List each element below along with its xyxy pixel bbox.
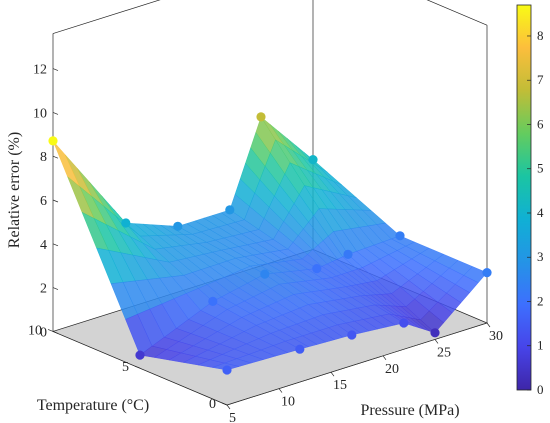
error-surface	[52, 116, 488, 371]
x-tick-mark	[382, 355, 387, 361]
z-tick-mark	[52, 243, 59, 247]
data-point	[395, 231, 405, 241]
data-point	[347, 330, 357, 340]
x-tick-label: 30	[489, 329, 503, 344]
data-point	[208, 296, 218, 306]
z-tick-label: 10	[33, 106, 47, 121]
x-tick-label: 20	[385, 362, 399, 377]
data-point	[308, 155, 318, 165]
colorbar-tick-label: 0	[537, 382, 544, 397]
box-edge	[426, 0, 488, 26]
y-axis-label: Temperature (°C)	[37, 397, 149, 414]
y-tick-mark	[134, 365, 141, 369]
z-tick-label: 8	[40, 150, 47, 165]
data-point	[135, 350, 145, 360]
data-point	[343, 249, 353, 259]
y-tick-mark	[221, 402, 228, 406]
colorbar-tick-label: 3	[537, 249, 544, 264]
data-markers	[48, 112, 492, 375]
colorbar-tick-label: 5	[537, 161, 544, 176]
data-point	[399, 318, 409, 328]
colorbar-gradient	[516, 4, 532, 391]
x-tick-label: 5	[229, 411, 236, 423]
x-tick-mark	[486, 322, 491, 328]
box-edge	[52, 0, 161, 34]
z-tick-mark	[52, 155, 59, 159]
y-tick-mark	[47, 329, 54, 332]
z-tick-label: 4	[40, 238, 47, 253]
data-point	[312, 264, 322, 274]
colorbar-tick-label: 4	[537, 205, 544, 220]
colorbar-tick-label: 6	[537, 116, 544, 131]
data-point	[430, 328, 440, 338]
y-tick-label: 5	[122, 360, 129, 375]
colorbar: 0 1 2 3 4 5 6 7 8	[516, 4, 544, 397]
data-point	[173, 221, 183, 231]
x-tick-mark	[330, 371, 335, 377]
data-point	[222, 365, 232, 375]
colorbar-tick-label: 8	[537, 28, 544, 43]
z-tick-label: 6	[40, 194, 47, 209]
z-tick-mark	[52, 68, 59, 71]
data-point	[48, 136, 58, 146]
x-tick-mark	[434, 339, 439, 344]
axis-ticks: 0 2 4 6 8 10 12 0 5 10 5 10 15 20 25 30	[28, 63, 503, 423]
z-tick-mark	[52, 112, 59, 115]
colorbar-tick-label: 7	[537, 72, 544, 87]
data-point	[121, 218, 131, 228]
x-tick-mark	[226, 404, 231, 410]
z-tick-mark	[52, 287, 59, 290]
x-tick-label: 15	[333, 378, 347, 393]
surface-patch	[52, 140, 80, 187]
x-tick-label: 10	[281, 395, 295, 410]
z-tick-mark	[52, 199, 59, 203]
z-axis-label: Relative error (%)	[6, 132, 23, 248]
z-tick-label: 0	[40, 325, 47, 340]
data-point	[295, 344, 305, 354]
data-point	[256, 112, 266, 122]
colorbar-tick-label: 2	[537, 293, 544, 308]
z-tick-label: 12	[33, 63, 47, 78]
x-tick-label: 25	[437, 345, 451, 360]
y-tick-label: 0	[209, 397, 216, 412]
data-point	[482, 268, 492, 278]
colorbar-ticks: 0 1 2 3 4 5 6 7 8	[527, 28, 544, 397]
colorbar-tick-label: 1	[537, 338, 544, 353]
x-tick-mark	[278, 388, 283, 393]
data-point	[225, 205, 235, 215]
data-point	[260, 269, 270, 279]
x-axis-label: Pressure (MPa)	[360, 402, 459, 419]
y-tick-label: 10	[28, 323, 42, 338]
z-tick-mark	[52, 331, 59, 334]
z-tick-label: 2	[40, 282, 47, 297]
